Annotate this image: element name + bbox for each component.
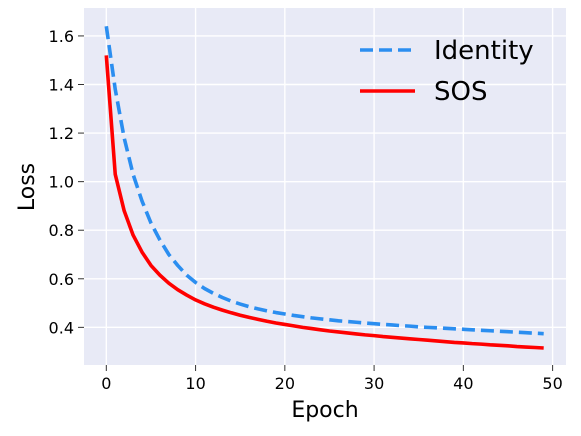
y-tick-label-6: 1.6 xyxy=(49,27,74,46)
y-tick-label-1: 0.6 xyxy=(49,270,74,289)
x-tick-label-5: 50 xyxy=(542,374,562,393)
y-tick-label-5: 1.4 xyxy=(49,76,74,95)
x-axis-label: Epoch xyxy=(291,398,358,423)
legend: Identity SOS xyxy=(360,36,534,107)
legend-label-sos: SOS xyxy=(434,77,487,107)
x-tick-label-1: 10 xyxy=(185,374,205,393)
series-line-identity xyxy=(104,25,544,336)
y-tick-label-2: 0.8 xyxy=(49,221,74,240)
x-tick-label-3: 30 xyxy=(364,374,384,393)
series-line-sos xyxy=(104,55,544,350)
plot-area xyxy=(84,8,566,365)
series-layer xyxy=(104,25,544,350)
x-tick-label-2: 20 xyxy=(275,374,295,393)
y-tick-label-0: 0.4 xyxy=(49,318,74,337)
legend-label-identity: Identity xyxy=(434,36,534,66)
x-tick-label-4: 40 xyxy=(453,374,473,393)
y-tick-label-3: 1.0 xyxy=(49,173,74,192)
y-axis-ticks: 0.4 0.6 0.8 1.0 1.2 1.4 1.6 xyxy=(49,27,84,337)
y-axis-label: Loss xyxy=(15,163,40,211)
x-tick-label-0: 0 xyxy=(101,374,111,393)
x-axis-ticks: 0 10 20 30 40 50 xyxy=(101,365,563,393)
y-tick-label-4: 1.2 xyxy=(49,124,74,143)
